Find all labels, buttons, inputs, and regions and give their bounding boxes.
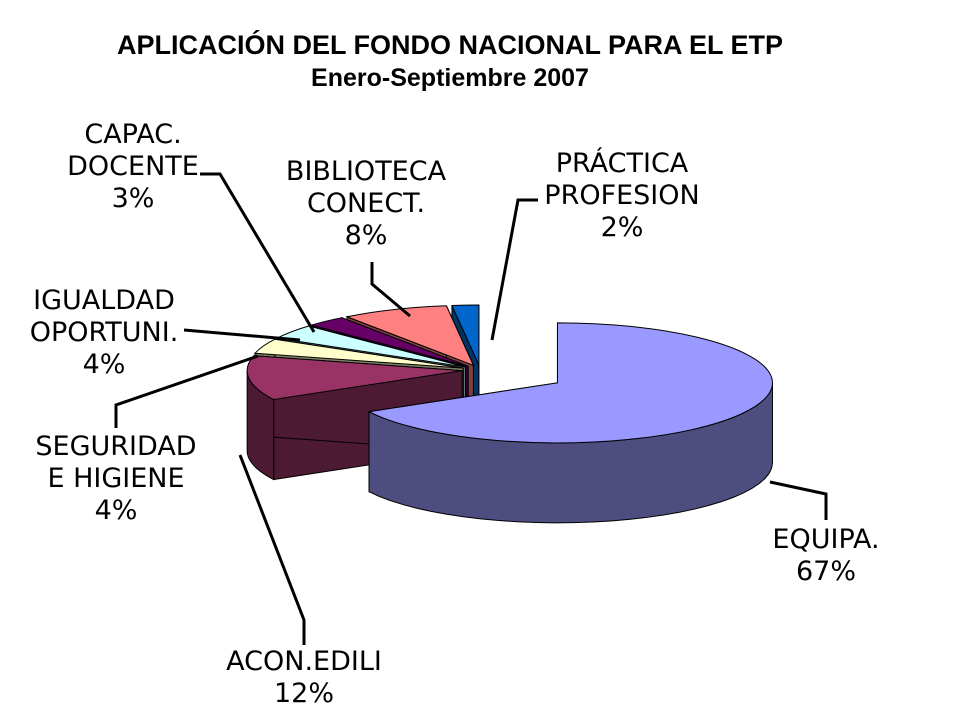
slice-label-equipa: EQUIPA. 67% xyxy=(772,524,879,587)
slice-label-capac: CAPAC. DOCENTE 3% xyxy=(67,119,199,214)
pie-slices xyxy=(246,304,773,524)
slice-label-practica: PRÁCTICA PROFESION 2% xyxy=(544,147,699,243)
leader-line-igualdad xyxy=(183,328,301,342)
leader-line-acon xyxy=(238,454,306,645)
leader-line-practica xyxy=(490,198,538,341)
leader-lines xyxy=(114,172,828,645)
slice-labels: EQUIPA. 67% ACON.EDILI 12% SEGURIDAD E HIGIEN… xyxy=(30,119,880,709)
leader-line-seguridad xyxy=(114,354,259,428)
leader-line-capac xyxy=(200,172,316,333)
pie-slice-equipa xyxy=(367,322,773,524)
slice-top xyxy=(451,304,480,366)
leader-line-biblioteca xyxy=(370,262,411,318)
slice-top xyxy=(345,305,475,367)
title-block: APLICACIÓN DEL FONDO NACIONAL PARA EL ET… xyxy=(0,28,900,94)
slice-label-seguridad: SEGURIDAD E HIGIENE 4% xyxy=(35,431,196,526)
chart-subtitle: Enero-Septiembre 2007 xyxy=(311,64,589,92)
slice-top xyxy=(367,322,773,444)
slice-label-biblioteca: BIBLIOTECA CONECT. 8% xyxy=(286,156,447,251)
slice-label-igualdad: IGUALDAD OPORTUNI. 4% xyxy=(30,285,179,380)
chart-title: APLICACIÓN DEL FONDO NACIONAL PARA EL ET… xyxy=(116,30,784,60)
leader-line-equipa xyxy=(769,480,828,520)
slice-label-acon: ACON.EDILI 12% xyxy=(226,646,382,709)
